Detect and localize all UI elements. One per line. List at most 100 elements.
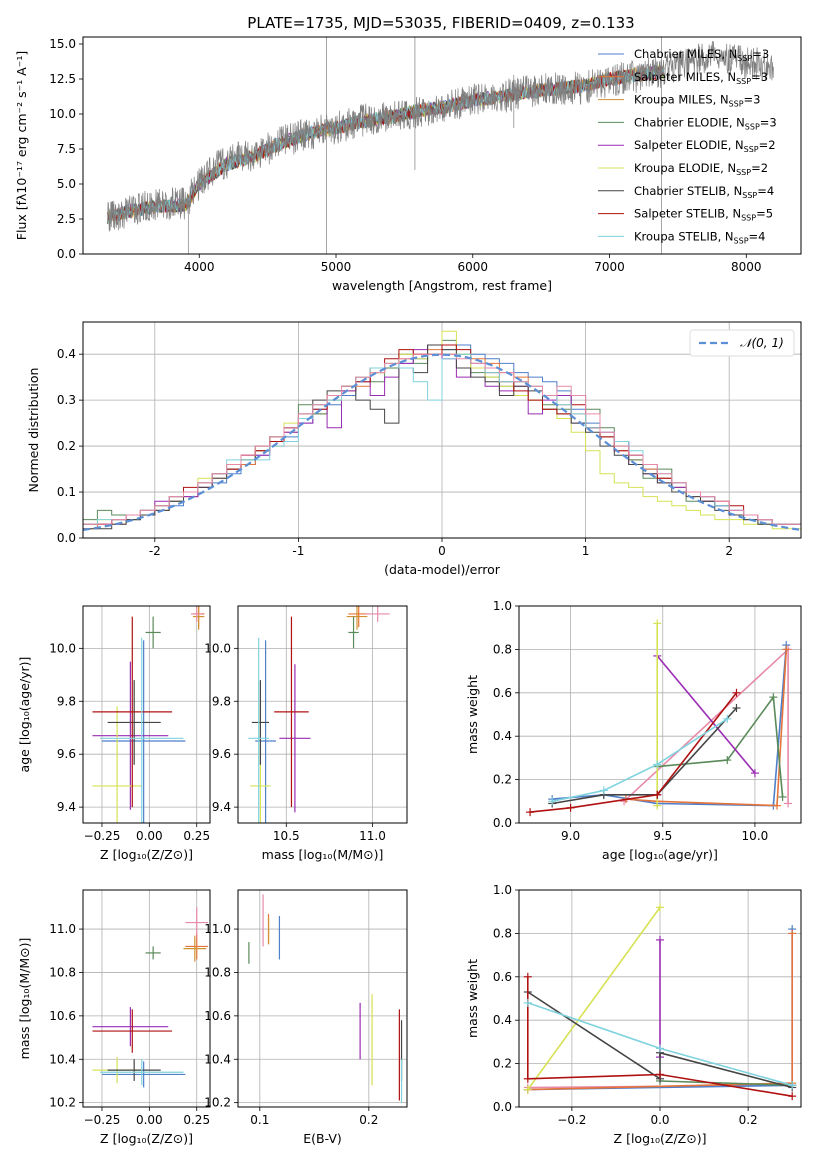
y-tick-label: 0.4 — [493, 1013, 512, 1027]
chart-panel-4: 9.0 9.5 10.0 0.0 0.2 0.4 0.6 0.8 1.0 age [log₁₀(a… — [465, 599, 802, 862]
error-bar-point — [101, 640, 186, 823]
legend-label-name: Salpeter ELODIE, N — [634, 138, 744, 152]
chart-panel-0: 4000 5000 6000 7000 8000 0.0 2.5 5.0 7.5 10.0 12.5… — [14, 36, 802, 293]
x-axis-label: Z [log₁₀(Z/Z⊙)] — [100, 847, 193, 862]
x-tick-label: 5000 — [321, 260, 352, 274]
plot-area — [248, 606, 390, 823]
y-axis-label: Flux [fλ10⁻¹⁷ erg cm⁻² s⁻¹ A⁻¹] — [14, 51, 29, 240]
x-axis-label: Z [log₁₀(Z/Z⊙)] — [614, 1131, 707, 1146]
legend-label: Kroupa ELODIE, NSSP=2 — [634, 161, 768, 177]
x-tick-label: 0.0 — [650, 1113, 669, 1127]
plot-area — [107, 37, 774, 254]
x-tick-label: 6000 — [457, 260, 488, 274]
legend: 𝒩(0, 1) — [689, 329, 795, 357]
error-bar-point — [92, 1007, 169, 1047]
weight-series-line — [526, 976, 793, 1097]
y-tick-label: 10.4 — [49, 1052, 76, 1066]
histogram-step — [83, 344, 801, 538]
plot-area — [523, 903, 797, 1101]
y-axis-label: mass weight — [465, 675, 480, 754]
x-tick-label: 9.0 — [561, 829, 580, 843]
error-bar-point — [145, 946, 161, 960]
error-bar-point — [100, 1059, 184, 1086]
x-tick-label: 0 — [438, 544, 446, 558]
legend-label-name: Chabrier STELIB, N — [634, 184, 742, 198]
legend-label-tail: =3 — [744, 93, 761, 107]
error-bar-point — [248, 637, 270, 823]
x-tick-label: 0.25 — [183, 1113, 210, 1127]
x-tick-label: 7000 — [594, 260, 625, 274]
legend-label-tail: =4 — [749, 229, 766, 243]
error-bar-point — [92, 1009, 173, 1053]
legend-label-sub: SSP — [744, 145, 759, 154]
observed-spectrum-line — [107, 40, 774, 232]
y-tick-label: 9.4 — [57, 800, 76, 814]
error-bar-point — [365, 606, 390, 622]
y-tick-label: 0.1 — [57, 485, 76, 499]
weight-series-line — [530, 692, 738, 813]
y-tick-label: 0.8 — [493, 642, 512, 656]
y-tick-label: 0.2 — [493, 1057, 512, 1071]
weight-series-line — [656, 655, 756, 774]
y-tick-label: 0.0 — [57, 247, 76, 261]
plot-area — [92, 907, 209, 1088]
y-tick-label: 15.0 — [49, 37, 76, 51]
weight-series-line — [527, 991, 793, 1089]
x-tick-label: 0.00 — [136, 829, 163, 843]
legend-label-sub: SSP — [729, 100, 744, 109]
legend-label-sub: SSP — [741, 214, 756, 223]
chart-panel-5: −0.25 0.00 0.25 10.2 10.4 10.6 10.8 11.0 Z [log₁… — [17, 889, 211, 1146]
legend-label-tail: =2 — [759, 138, 776, 152]
normal-curve — [83, 353, 801, 531]
axes-frame — [82, 889, 211, 1108]
x-tick-label: −0.2 — [557, 1113, 586, 1127]
y-tick-label: 10.8 — [49, 965, 76, 979]
y-axis-label: age [log₁₀(age/yr)] — [17, 657, 32, 773]
x-tick-label: 0.1 — [250, 1113, 269, 1127]
legend-label: Salpeter MILES, NSSP=3 — [634, 70, 768, 86]
axes-frame — [82, 605, 211, 824]
y-tick-label: 7.5 — [57, 142, 76, 156]
legend-label: Chabrier ELODIE, NSSP=3 — [634, 115, 777, 131]
weight-series — [653, 619, 662, 810]
weight-series — [548, 714, 732, 806]
x-axis-label: Z [log₁₀(Z/Z⊙)] — [100, 1131, 193, 1146]
y-tick-label: 0.2 — [493, 773, 512, 787]
x-tick-label: 11.0 — [359, 829, 386, 843]
histogram-step — [83, 353, 801, 538]
x-tick-label: 0.2 — [359, 1113, 378, 1127]
chart-title: PLATE=1735, MJD=53035, FIBERID=0409, z=0… — [247, 14, 634, 32]
y-tick-label: 0.4 — [493, 729, 512, 743]
weight-series — [523, 998, 797, 1090]
x-axis-label: wavelength [Angstrom, rest frame] — [332, 278, 552, 293]
y-tick-label: 9.8 — [212, 694, 231, 708]
y-tick-label: 10.6 — [49, 1009, 76, 1023]
error-bar-point — [107, 1059, 161, 1081]
x-tick-label: 8000 — [731, 260, 762, 274]
x-axis-label: (data-model)/error — [384, 562, 501, 577]
legend-label: Kroupa MILES, NSSP=3 — [634, 93, 760, 109]
y-tick-label: 10.2 — [204, 1096, 231, 1110]
axes-frame — [82, 321, 802, 539]
legend-label-tail: =3 — [760, 115, 777, 129]
chart-panel-2: −0.25 0.00 0.25 9.4 9.6 9.8 10.0 Z [log₁₀(Z/Z⊙)… — [17, 605, 211, 862]
error-bar-point — [92, 661, 169, 810]
legend-label: Salpeter STELIB, NSSP=5 — [634, 207, 773, 223]
y-tick-label: 9.8 — [57, 694, 76, 708]
legend-label: Chabrier MILES, NSSP=3 — [634, 47, 769, 63]
legend-label-tail: =4 — [757, 184, 774, 198]
x-tick-label: 0.25 — [183, 829, 210, 843]
weight-series-line — [657, 694, 784, 798]
y-tick-label: 10.0 — [49, 641, 76, 655]
chart-panel-1: -2 -1 0 1 2 0.0 0.1 0.2 0.3 0.4 (data-model)/error… — [26, 321, 802, 577]
y-tick-label: 0.6 — [493, 970, 512, 984]
y-tick-label: 5.0 — [57, 177, 76, 191]
x-tick-label: 0.00 — [136, 1113, 163, 1127]
legend-label-tail: =2 — [751, 161, 768, 175]
plot-area — [526, 619, 793, 817]
x-tick-label: 9.5 — [653, 829, 672, 843]
x-tick-label: 1 — [582, 544, 590, 558]
error-bar-point — [100, 637, 184, 823]
error-bar-point — [251, 680, 270, 765]
